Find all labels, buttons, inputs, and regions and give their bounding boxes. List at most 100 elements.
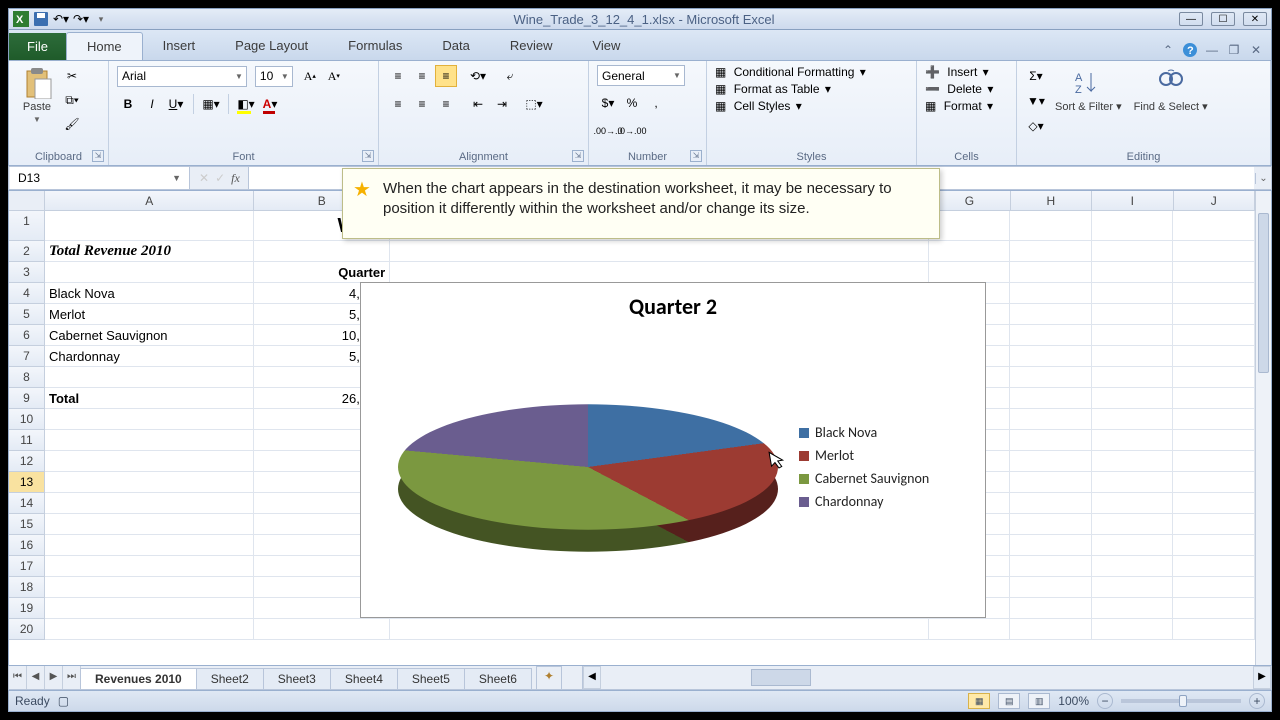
cell[interactable] [1010,619,1092,640]
row-header[interactable]: 3 [9,262,45,283]
cell[interactable] [1092,535,1174,556]
tab-page-layout[interactable]: Page Layout [215,32,328,60]
cell[interactable] [1092,619,1174,640]
number-launcher[interactable]: ⇲ [690,150,702,162]
cell[interactable] [1010,472,1092,493]
clear-button[interactable]: ◇▾ [1025,115,1047,137]
cell[interactable] [1173,262,1255,283]
sheet-tab[interactable]: Sheet2 [196,668,264,689]
underline-button[interactable]: U▾ [165,93,187,115]
cell[interactable] [1092,367,1174,388]
cell[interactable] [1173,211,1255,241]
vertical-scrollbar[interactable] [1255,191,1271,665]
decrease-indent-button[interactable]: ⇤ [467,93,489,115]
row-header[interactable]: 14 [9,493,45,514]
borders-button[interactable]: ▦▾ [200,93,222,115]
decrease-decimal-button[interactable]: .0→.00 [621,120,643,142]
cell[interactable] [1173,619,1255,640]
cell[interactable] [1173,472,1255,493]
row-header[interactable]: 2 [9,241,45,262]
embedded-chart[interactable]: Quarter 2 Black NovaMerlotCabernet Sauvi… [360,282,986,618]
cell[interactable] [1010,211,1092,241]
cell[interactable] [1173,367,1255,388]
sheet-tab[interactable]: Revenues 2010 [80,668,197,689]
cell[interactable] [1010,346,1092,367]
cell[interactable] [45,598,254,619]
enter-formula-icon[interactable]: ✓ [215,171,225,185]
cell[interactable] [1010,430,1092,451]
wrap-text-button[interactable]: ⤶ [499,65,521,87]
cell[interactable] [1173,556,1255,577]
align-bottom-button[interactable]: ≡ [435,65,457,87]
sheet-tab[interactable]: Sheet4 [330,668,398,689]
zoom-in-button[interactable]: + [1249,693,1265,709]
align-middle-button[interactable]: ≡ [411,65,433,87]
column-header[interactable]: G [929,191,1010,211]
maximize-button[interactable]: ☐ [1211,12,1235,26]
horizontal-scrollbar[interactable]: ◀▶ [582,666,1271,689]
cell[interactable] [1010,367,1092,388]
sheet-nav-prev[interactable]: ◀ [27,666,45,689]
cell[interactable] [1092,430,1174,451]
percent-button[interactable]: % [621,92,643,114]
insert-cells-button[interactable]: ➕ Insert ▾ [925,65,989,79]
file-tab[interactable]: File [9,33,66,60]
format-cells-button[interactable]: ▦ Format ▾ [925,99,993,113]
align-top-button[interactable]: ≡ [387,65,409,87]
cell[interactable] [929,262,1011,283]
cell[interactable] [1092,451,1174,472]
cell[interactable] [1010,451,1092,472]
window-close-icon[interactable]: ✕ [1248,42,1264,58]
cell[interactable] [45,430,254,451]
row-header[interactable]: 20 [9,619,45,640]
cell[interactable] [1173,451,1255,472]
cell[interactable] [1092,577,1174,598]
column-header[interactable]: H [1011,191,1092,211]
cell[interactable] [45,577,254,598]
paste-button[interactable]: Paste ▼ [17,65,57,126]
cell[interactable] [1092,325,1174,346]
cell[interactable] [1092,304,1174,325]
cell[interactable] [45,409,254,430]
tab-insert[interactable]: Insert [143,32,216,60]
cell[interactable] [1173,346,1255,367]
italic-button[interactable]: I [141,93,163,115]
cell[interactable]: Total Revenue 2010 [45,241,254,262]
cell[interactable] [254,619,390,640]
cell[interactable] [45,472,254,493]
cell[interactable] [1010,577,1092,598]
zoom-slider[interactable] [1121,699,1241,703]
cell[interactable] [1173,535,1255,556]
column-header[interactable]: J [1174,191,1255,211]
tab-view[interactable]: View [572,32,640,60]
merge-center-button[interactable]: ⬚▾ [523,93,545,115]
row-header[interactable]: 17 [9,556,45,577]
row-header[interactable]: 1 [9,211,45,241]
autosum-button[interactable]: Σ▾ [1025,65,1047,87]
sort-filter-button[interactable]: AZ Sort & Filter ▾ [1051,65,1126,115]
row-header[interactable]: 12 [9,451,45,472]
font-name-select[interactable] [117,66,247,87]
cell[interactable] [254,241,390,262]
cell[interactable] [1010,409,1092,430]
zoom-out-button[interactable]: − [1097,693,1113,709]
sheet-tab[interactable]: Sheet3 [263,668,331,689]
cell[interactable] [929,241,1011,262]
new-sheet-button[interactable]: ✦ [536,666,562,689]
sheet-nav-last[interactable]: ⏭ [63,666,81,689]
cell[interactable] [45,514,254,535]
redo-icon[interactable]: ↷▾ [73,11,89,27]
tab-home[interactable]: Home [66,32,143,60]
select-all-button[interactable] [9,191,45,211]
cell[interactable]: Chardonnay [45,346,254,367]
window-minimize-icon[interactable]: — [1204,42,1220,58]
format-as-table-button[interactable]: ▦ Format as Table ▾ [715,82,831,96]
page-layout-view-button[interactable]: ▤ [998,693,1020,709]
cell[interactable] [1092,388,1174,409]
cell[interactable] [1010,325,1092,346]
tab-review[interactable]: Review [490,32,573,60]
fill-button[interactable]: ▼▾ [1025,90,1047,112]
clipboard-launcher[interactable]: ⇲ [92,150,104,162]
cell[interactable] [1173,430,1255,451]
cell[interactable] [390,262,928,283]
